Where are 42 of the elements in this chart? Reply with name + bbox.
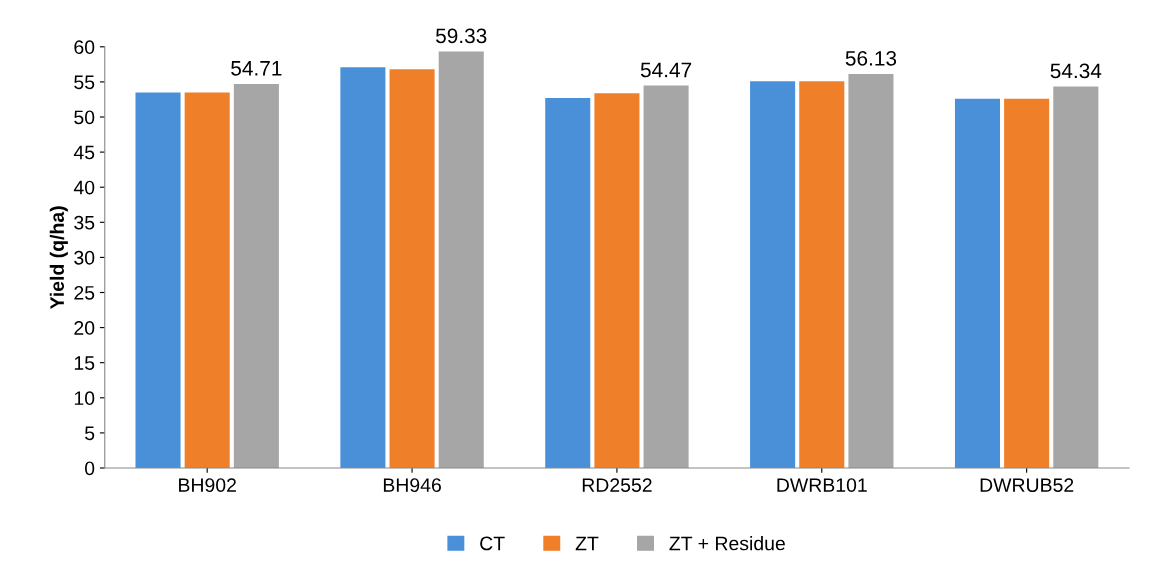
data-label: 59.33 xyxy=(435,28,487,44)
y-tick-label: 40 xyxy=(73,180,95,195)
x-tick-label: BH946 xyxy=(383,478,441,492)
x-tick-label: BH902 xyxy=(179,478,236,492)
data-label: 54.47 xyxy=(640,62,692,78)
bar xyxy=(799,81,845,468)
legend-label: ZT + Residue xyxy=(669,536,785,551)
y-tick-label: 0 xyxy=(84,461,95,476)
data-label: 56.13 xyxy=(845,50,897,66)
bar xyxy=(233,83,279,468)
x-tick-label: DWRB101 xyxy=(777,478,867,492)
legend-label: CT xyxy=(480,536,505,551)
bar xyxy=(594,93,640,468)
bar xyxy=(954,98,1001,468)
bar xyxy=(1004,98,1050,468)
y-axis-title: Yield (q/ha) xyxy=(49,206,68,310)
y-tick-label: 30 xyxy=(74,250,95,265)
bar xyxy=(438,51,484,468)
y-tick-label: 5 xyxy=(85,426,95,441)
legend-label: ZT xyxy=(575,536,599,551)
y-tick-label: 55 xyxy=(74,75,95,90)
bar xyxy=(848,73,894,468)
y-tick-label: 50 xyxy=(74,110,95,125)
bar xyxy=(1053,86,1099,468)
x-tick-label: RD2552 xyxy=(582,478,652,492)
y-tick-label: 60 xyxy=(74,40,95,55)
y-tick-label: 25 xyxy=(74,285,95,300)
y-tick-label: 45 xyxy=(73,145,95,160)
bar xyxy=(545,98,591,468)
y-tick-label: 10 xyxy=(74,391,95,406)
bar xyxy=(643,85,689,468)
data-label: 54.34 xyxy=(1050,63,1102,79)
y-tick-label: 15 xyxy=(74,356,95,370)
bar xyxy=(389,69,435,468)
y-tick-label: 20 xyxy=(74,321,95,335)
bar xyxy=(340,67,386,468)
bar xyxy=(135,92,181,468)
y-tick-label: 35 xyxy=(74,215,95,230)
bar xyxy=(184,92,230,468)
data-label: 54.71 xyxy=(231,61,282,76)
bar xyxy=(750,81,796,468)
x-tick-label: DWRUB52 xyxy=(980,478,1074,492)
